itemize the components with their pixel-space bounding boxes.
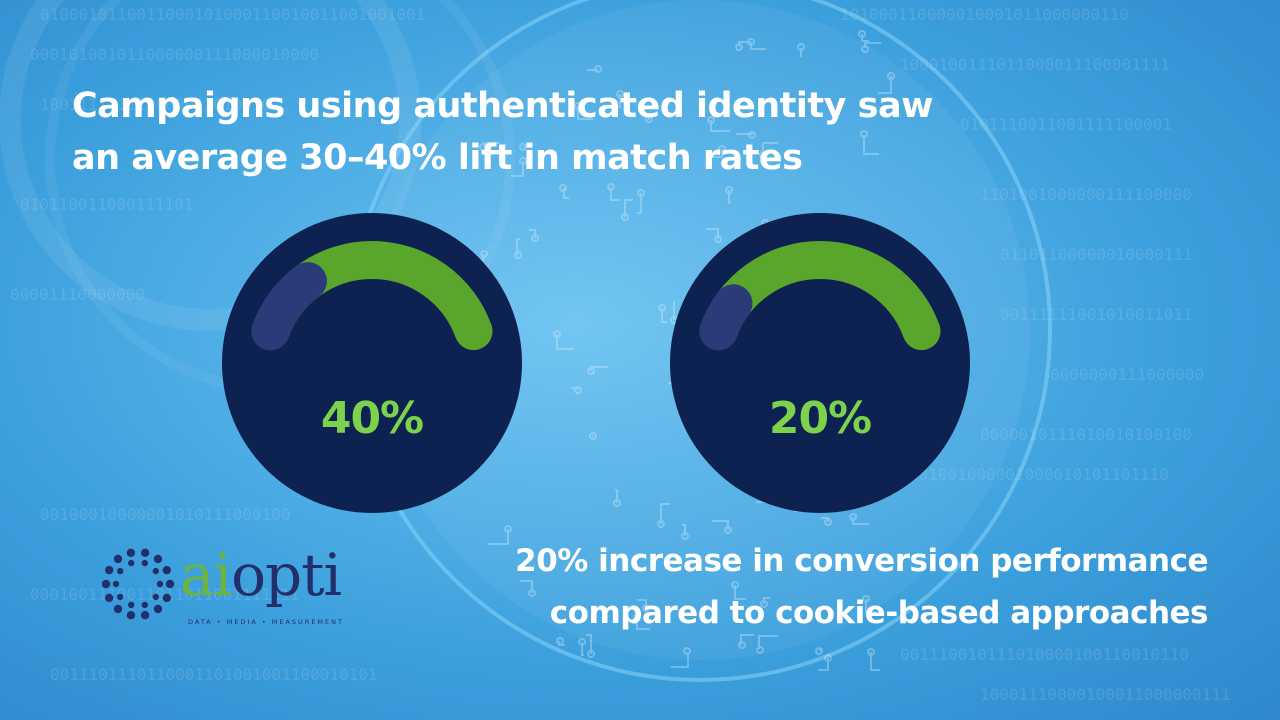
headline-line-1: Campaigns using authenticated identity s… [72,86,933,126]
svg-text:001110010111010000100110010110: 001110010111010000100110010110 [900,645,1189,664]
svg-text:010110011000111101: 010110011000111101 [20,195,193,214]
gauge-20-percent: 20% [670,213,970,513]
svg-text:101000110000010001011000000110: 101000110000010001011000000110 [840,5,1129,24]
gauge-graphic [222,213,522,513]
svg-text:01101100000010000111: 01101100000010000111 [1000,245,1193,264]
svg-text:001101001000001000010101101110: 001101001000001000010101101110 [880,465,1169,484]
svg-text:100111111110000011010010: 100111111110000011010010 [40,95,271,114]
svg-text:10001110000100011000000111: 10001110000100011000000111 [980,685,1230,704]
stat-line-2: compared to cookie-based approaches [549,595,1209,631]
svg-text:000101001011000000111000010000: 000101001011000000111000010000 [30,45,319,64]
svg-text:1101001000000111100000: 1101001000000111100000 [980,185,1192,204]
svg-text:001110111011000110100100110001: 0011101110110001101001001100010101 [50,665,378,684]
gauge-value: 40% [320,393,424,444]
gauge-graphic [670,213,970,513]
aiopti-logo: aiopti DATA • MEDIA • MEASUREMENT [102,541,352,638]
logo-wordmark-ai: ai [180,541,232,609]
svg-text:1000100111011000011100001111: 1000100111011000011100001111 [900,55,1170,74]
logo-tagline: DATA • MEDIA • MEASUREMENT [188,618,344,626]
aiopti-logo-mark-icon [102,548,174,620]
gauge-40-percent: 40% [222,213,522,513]
logo-wordmark: aiopti [180,540,342,610]
headline-line-2: an average 30–40% lift in match rates [72,138,803,178]
svg-text:0000000111000000: 0000000111000000 [1050,365,1204,384]
svg-text:00001110000000: 00001110000000 [10,285,145,304]
gauge-value: 20% [768,393,872,444]
headline: Campaigns using authenticated identity s… [72,80,1052,184]
svg-text:010001011001100010100011001001: 0100010110011000101000110010011001001001 [40,5,425,24]
svg-text:00100010000001010111000100: 00100010000001010111000100 [40,505,290,524]
stat-callout: 20% increase in conversion performance c… [448,535,1208,639]
svg-text:00111111001010011011: 00111111001010011011 [1000,305,1193,324]
gauge-value-marker [699,284,753,351]
svg-text:0000010111010010100100: 0000010111010010100100 [980,425,1192,444]
logo-wordmark-opti: opti [231,541,342,609]
stat-line-1: 20% increase in conversion performance [515,543,1208,579]
gauge-value-marker [251,262,327,351]
svg-text:0101110011001111100001: 0101110011001111100001 [960,115,1172,134]
